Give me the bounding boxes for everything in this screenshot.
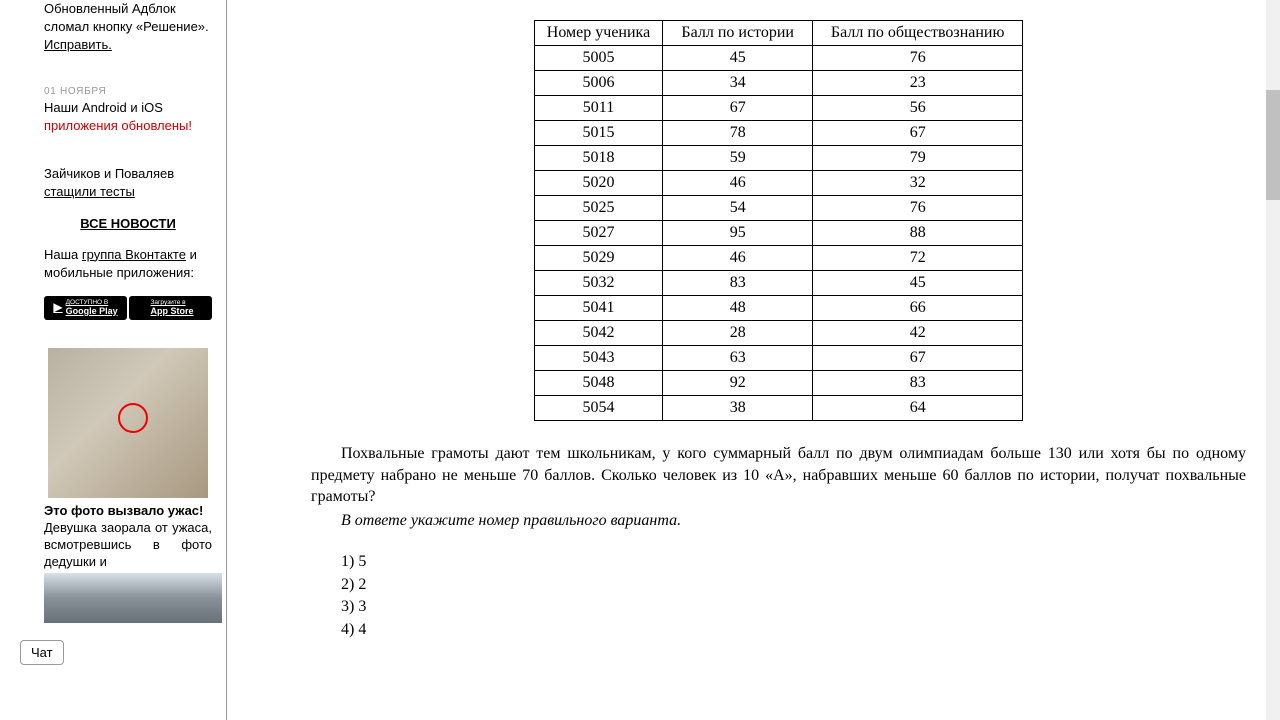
sidebar: Обновленный Адблок сломал кнопку «Решени… <box>0 0 222 720</box>
table-row: 50328345 <box>534 271 1022 296</box>
table-row: 50294672 <box>534 246 1022 271</box>
score-table: Номер ученика Балл по истории Балл по об… <box>534 20 1023 421</box>
problem-hint: В ответе укажите номер правильного вариа… <box>311 510 1246 532</box>
table-row: 50157867 <box>534 121 1022 146</box>
table-row: 50436367 <box>534 346 1022 371</box>
col-social: Балл по обществознанию <box>813 21 1023 46</box>
scrollbar[interactable] <box>1266 0 1280 720</box>
table-row: 50116756 <box>534 96 1022 121</box>
col-history: Балл по истории <box>663 21 813 46</box>
fix-link[interactable]: Исправить. <box>44 37 112 52</box>
col-student: Номер ученика <box>534 21 662 46</box>
table-row: 50414866 <box>534 296 1022 321</box>
table-row: 50489283 <box>534 371 1022 396</box>
table-row: 50063423 <box>534 71 1022 96</box>
table-row: 50543864 <box>534 396 1022 421</box>
all-news-link[interactable]: ВСЕ НОВОСТИ <box>44 215 212 233</box>
table-row: 50422842 <box>534 321 1022 346</box>
chat-button[interactable]: Чат <box>20 640 64 665</box>
table-row: 50185979 <box>534 146 1022 171</box>
group-text: Наша группа Вконтакте и мобильные прилож… <box>44 246 212 282</box>
app-store-badge[interactable]: Загрузите вApp Store <box>129 296 212 320</box>
main-content: Номер ученика Балл по истории Балл по об… <box>231 0 1266 720</box>
table-row: 50204632 <box>534 171 1022 196</box>
option-2: 2) 2 <box>341 574 1246 596</box>
option-3: 3) 3 <box>341 596 1246 618</box>
news-item: Обновленный Адблок сломал кнопку «Решени… <box>44 0 212 55</box>
table-header-row: Номер ученика Балл по истории Балл по об… <box>534 21 1022 46</box>
problem-text: Похвальные грамоты дают тем школьникам, … <box>311 443 1246 508</box>
table-row: 50255476 <box>534 196 1022 221</box>
ad-text[interactable]: Девушка заорала от ужаса, всмотревшись в… <box>44 520 212 571</box>
vk-group-link[interactable]: группа Вконтакте <box>82 247 186 262</box>
tests-link[interactable]: стащили тесты <box>44 184 135 199</box>
scroll-thumb[interactable] <box>1266 90 1280 200</box>
news-item: 01 НОЯБРЯ Наши Android и iOS приложения … <box>44 85 212 135</box>
ad-image-2[interactable] <box>44 573 222 623</box>
option-1: 1) 5 <box>341 551 1246 573</box>
table-row: 50279588 <box>534 221 1022 246</box>
app-badges: ▶ДОСТУПНО ВGoogle Play Загрузите вApp St… <box>44 296 212 320</box>
answer-options: 1) 5 2) 2 3) 3 4) 4 <box>341 551 1246 641</box>
table-row: 50054576 <box>534 46 1022 71</box>
ad-highlight-circle <box>118 403 148 433</box>
news-item: Зайчиков и Поваляев стащили тесты <box>44 165 212 201</box>
play-icon: ▶ <box>53 301 62 314</box>
option-4: 4) 4 <box>341 619 1246 641</box>
google-play-badge[interactable]: ▶ДОСТУПНО ВGoogle Play <box>44 296 127 320</box>
vertical-divider <box>226 0 227 720</box>
ad-image[interactable] <box>48 348 208 498</box>
apps-updated-link[interactable]: приложения обновлены! <box>44 118 192 133</box>
ad-title[interactable]: Это фото вызвало ужас! <box>44 502 212 520</box>
